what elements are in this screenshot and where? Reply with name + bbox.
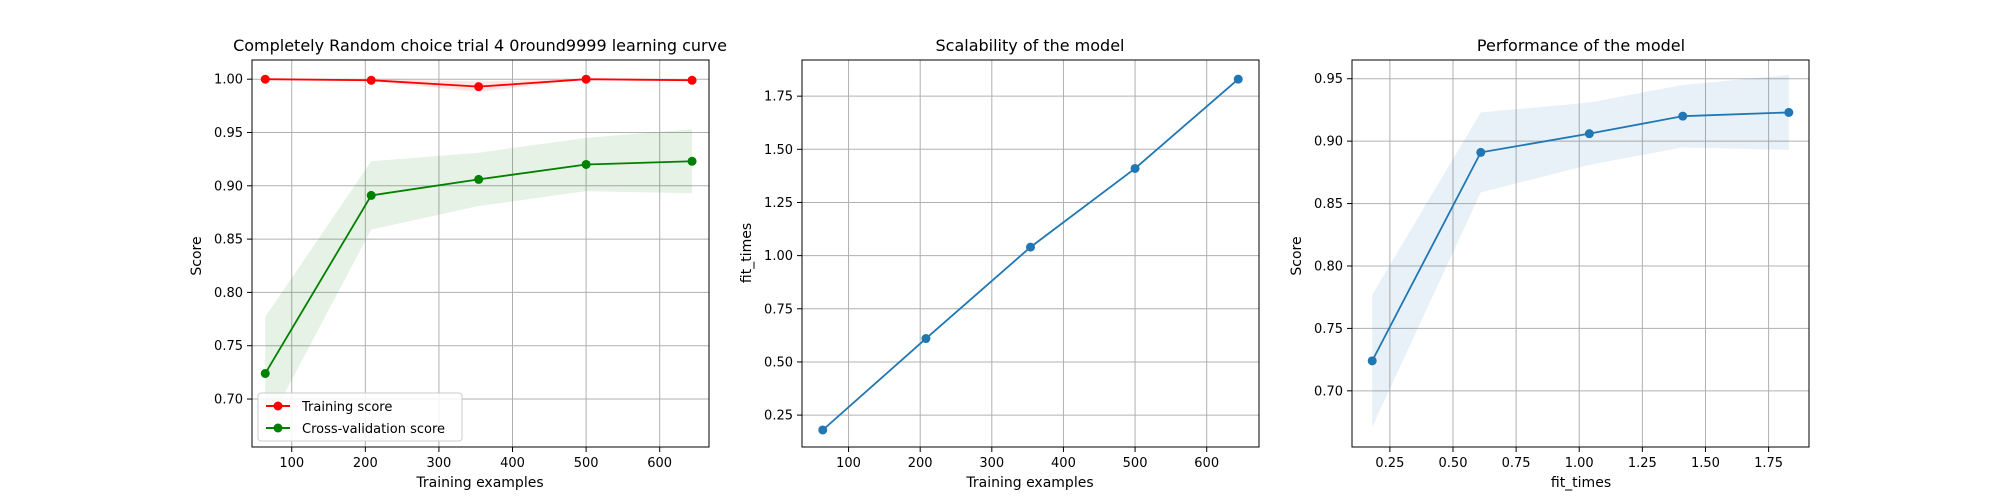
series-1-point — [921, 334, 931, 344]
plot-frame — [801, 59, 1260, 448]
y-tick-label: 0.80 — [214, 286, 243, 301]
training-score-point — [260, 74, 270, 84]
legend-frame — [257, 392, 463, 442]
x-tick-label: 100 — [279, 456, 304, 471]
cross-validation-score-point — [687, 156, 697, 166]
chart-title: Performance of the model — [1477, 36, 1685, 55]
y-tick-label: 1.00 — [214, 73, 243, 88]
series-1-band — [1372, 74, 1789, 428]
series-1-point — [1130, 163, 1140, 173]
y-tick-label: 1.25 — [764, 196, 793, 211]
x-tick-label: 600 — [1194, 456, 1219, 471]
x-tick-label: 300 — [979, 456, 1004, 471]
y-tick-label: 0.85 — [1314, 197, 1343, 212]
x-tick-label: 1.00 — [1565, 456, 1594, 471]
y-tick-label: 0.25 — [764, 409, 793, 424]
legend-marker-training — [273, 401, 283, 411]
x-tick-label: 600 — [647, 456, 672, 471]
legend-label-cv: Cross-validation score — [302, 422, 445, 437]
y-tick-label: 0.85 — [214, 233, 243, 248]
cross-validation-score-band — [265, 129, 693, 430]
y-tick-label: 0.75 — [214, 339, 243, 354]
y-tick-label: 0.80 — [1314, 259, 1343, 274]
cross-validation-score-point — [366, 190, 376, 200]
cross-validation-score-point — [581, 159, 591, 169]
training-score-point — [581, 74, 591, 84]
y-tick-label: 0.70 — [1314, 384, 1343, 399]
x-tick-label: 0.75 — [1502, 456, 1531, 471]
legend-label-training: Training score — [301, 400, 392, 415]
y-tick-label: 1.50 — [764, 143, 793, 158]
y-tick-label: 0.75 — [1314, 322, 1343, 337]
y-tick-label: 0.95 — [214, 126, 243, 141]
y-axis-label: Score — [1289, 236, 1305, 275]
x-tick-label: 500 — [1123, 456, 1148, 471]
y-tick-label: 1.00 — [764, 249, 793, 264]
plot-area: 100 200 300 400 500 600 0.25 0.50 0.75 1.00 1.25 1.… — [764, 60, 1259, 471]
cross-validation-score-point — [474, 174, 484, 184]
x-tick-label: 300 — [427, 456, 452, 471]
plot-area: 0.25 0.50 0.75 1.00 1.25 1.50 1.75 0.70 0.75 0.80… — [1314, 60, 1809, 471]
series-1-point — [1233, 74, 1243, 84]
cross-validation-score-point — [260, 368, 270, 378]
series-1-point — [818, 425, 828, 435]
y-tick-label: 0.75 — [764, 302, 793, 317]
y-tick-label: 0.50 — [764, 355, 793, 370]
y-tick-label: 0.90 — [214, 179, 243, 194]
chart-panel-scalability: Scalability of the model Training exampl… — [739, 36, 1260, 491]
y-tick-label: 0.95 — [1314, 72, 1343, 87]
x-tick-label: 1.75 — [1754, 456, 1783, 471]
x-axis-label: Training examples — [965, 475, 1093, 491]
x-axis-label: fit_times — [1551, 475, 1611, 491]
y-axis-label: fit_times — [739, 223, 755, 283]
y-tick-label: 1.75 — [764, 90, 793, 105]
series-1-point — [1367, 356, 1377, 366]
x-tick-label: 0.50 — [1439, 456, 1468, 471]
series-1-point — [1026, 242, 1035, 252]
chart-panel-learning-curve: Completely Random choice trial 4 0round9… — [189, 36, 727, 491]
x-tick-label: 100 — [836, 456, 861, 471]
y-axis-label: Score — [189, 236, 205, 275]
y-tick-label: 0.90 — [1314, 135, 1343, 150]
series-1-point — [1784, 107, 1794, 117]
x-tick-label: 1.50 — [1691, 456, 1720, 471]
series-1-point — [1678, 111, 1688, 121]
plot-area: 100 200 300 400 500 600 0.70 0.75 0.80 0.85 0.90 0.… — [214, 60, 709, 471]
chart-panel-performance: Performance of the model fit_times Score… — [1289, 36, 1810, 491]
x-tick-label: 500 — [574, 456, 599, 471]
plot-frame — [1351, 59, 1810, 448]
training-score-point — [474, 82, 484, 92]
training-score-point — [687, 75, 697, 85]
chart-title: Completely Random choice trial 4 0round9… — [233, 36, 727, 55]
series-1-point — [1476, 147, 1486, 157]
x-tick-label: 200 — [353, 456, 378, 471]
y-tick-label: 0.70 — [214, 393, 243, 408]
x-axis-label: Training examples — [415, 475, 543, 491]
x-tick-label: 1.25 — [1628, 456, 1657, 471]
x-tick-label: 400 — [1051, 456, 1076, 471]
legend: Training score Cross-validation score — [257, 392, 463, 442]
x-tick-label: 400 — [500, 456, 525, 471]
legend-marker-cv — [273, 423, 283, 433]
x-tick-label: 0.25 — [1375, 456, 1404, 471]
series-1-point — [1584, 129, 1594, 139]
chart-title: Scalability of the model — [936, 36, 1125, 55]
x-tick-label: 200 — [908, 456, 933, 471]
training-score-point — [366, 75, 376, 85]
plot-frame — [251, 59, 710, 448]
